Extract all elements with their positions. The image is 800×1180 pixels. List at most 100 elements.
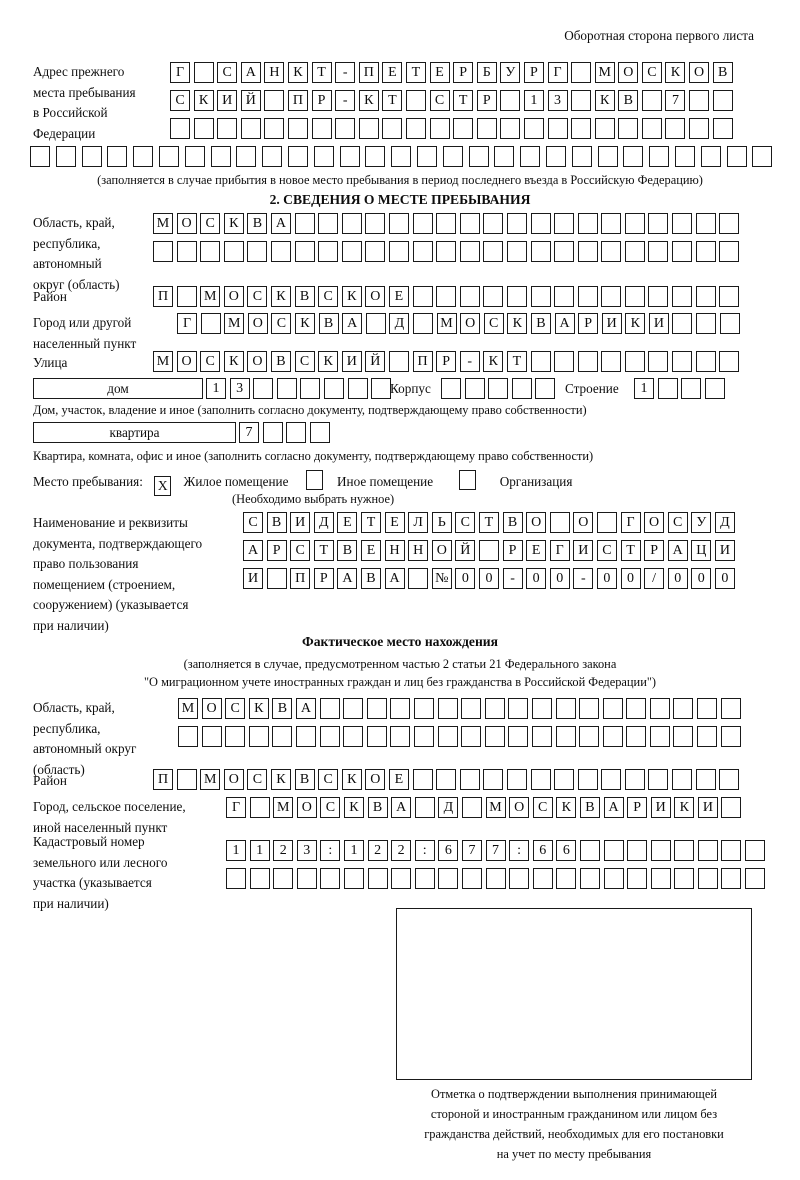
char-cell[interactable]: С bbox=[290, 540, 311, 561]
char-cell[interactable] bbox=[650, 840, 671, 861]
char-cell[interactable] bbox=[509, 868, 530, 889]
char-cell[interactable]: : bbox=[414, 840, 435, 861]
char-cell[interactable] bbox=[388, 351, 409, 372]
char-cell[interactable]: Р bbox=[523, 62, 544, 83]
char-cell[interactable]: Т bbox=[382, 90, 403, 111]
char-cell[interactable] bbox=[311, 118, 332, 139]
char-cell[interactable] bbox=[367, 868, 388, 889]
char-cell[interactable]: О bbox=[365, 769, 386, 790]
char-cell[interactable] bbox=[577, 213, 598, 234]
char-cell[interactable] bbox=[719, 241, 740, 262]
char-cell[interactable]: 3 bbox=[547, 90, 568, 111]
char-cell[interactable] bbox=[184, 146, 205, 167]
prev-address-row-4[interactable] bbox=[30, 146, 778, 167]
char-cell[interactable]: Е bbox=[360, 540, 381, 561]
char-cell[interactable]: А bbox=[240, 62, 261, 83]
flat-number-row[interactable]: 7 bbox=[239, 422, 330, 443]
char-cell[interactable] bbox=[264, 90, 285, 111]
char-cell[interactable]: Т bbox=[311, 62, 332, 83]
char-cell[interactable] bbox=[294, 241, 315, 262]
char-cell[interactable]: О bbox=[223, 286, 244, 307]
char-cell[interactable] bbox=[530, 241, 551, 262]
char-cell[interactable]: О bbox=[247, 313, 268, 334]
char-cell[interactable] bbox=[358, 118, 379, 139]
stamp-box[interactable] bbox=[396, 908, 752, 1080]
char-cell[interactable] bbox=[721, 868, 742, 889]
char-cell[interactable]: У bbox=[500, 62, 521, 83]
char-cell[interactable] bbox=[262, 146, 283, 167]
char-cell[interactable] bbox=[253, 378, 274, 399]
char-cell[interactable] bbox=[453, 118, 474, 139]
char-cell[interactable]: 1 bbox=[206, 378, 226, 399]
char-cell[interactable] bbox=[287, 146, 308, 167]
char-cell[interactable]: Р bbox=[476, 90, 497, 111]
char-cell[interactable] bbox=[531, 698, 552, 719]
char-cell[interactable]: А bbox=[243, 540, 263, 561]
char-cell[interactable]: 6 bbox=[438, 840, 459, 861]
char-cell[interactable] bbox=[719, 351, 740, 372]
char-cell[interactable] bbox=[554, 241, 575, 262]
char-cell[interactable] bbox=[388, 213, 409, 234]
char-cell[interactable] bbox=[500, 90, 521, 111]
char-cell[interactable] bbox=[412, 241, 433, 262]
char-cell[interactable]: К bbox=[294, 313, 315, 334]
char-cell[interactable] bbox=[596, 512, 617, 533]
char-cell[interactable]: Е bbox=[429, 62, 450, 83]
char-cell[interactable] bbox=[641, 90, 662, 111]
char-cell[interactable] bbox=[672, 351, 693, 372]
char-cell[interactable]: П bbox=[153, 286, 173, 307]
char-cell[interactable]: 0 bbox=[478, 568, 499, 589]
char-cell[interactable] bbox=[309, 422, 330, 443]
char-cell[interactable] bbox=[30, 146, 50, 167]
char-cell[interactable] bbox=[193, 62, 214, 83]
char-cell[interactable] bbox=[657, 378, 678, 399]
char-cell[interactable] bbox=[287, 118, 308, 139]
char-cell[interactable] bbox=[429, 118, 450, 139]
char-cell[interactable] bbox=[437, 726, 458, 747]
char-cell[interactable] bbox=[341, 241, 362, 262]
char-cell[interactable] bbox=[601, 286, 622, 307]
char-cell[interactable]: Л bbox=[408, 512, 429, 533]
char-cell[interactable] bbox=[300, 378, 321, 399]
char-cell[interactable] bbox=[468, 146, 489, 167]
char-cell[interactable] bbox=[623, 146, 644, 167]
char-cell[interactable]: С bbox=[243, 512, 263, 533]
char-cell[interactable]: 7 bbox=[461, 840, 482, 861]
char-cell[interactable] bbox=[343, 698, 364, 719]
char-cell[interactable] bbox=[318, 241, 339, 262]
char-cell[interactable]: 7 bbox=[239, 422, 259, 443]
char-cell[interactable] bbox=[483, 286, 504, 307]
char-cell[interactable] bbox=[193, 118, 214, 139]
char-cell[interactable] bbox=[532, 868, 553, 889]
char-cell[interactable]: К bbox=[223, 213, 244, 234]
char-cell[interactable]: С bbox=[271, 313, 292, 334]
char-cell[interactable] bbox=[579, 840, 600, 861]
char-cell[interactable] bbox=[391, 146, 412, 167]
char-cell[interactable] bbox=[506, 769, 527, 790]
char-cell[interactable]: С bbox=[200, 213, 221, 234]
char-cell[interactable]: К bbox=[341, 769, 362, 790]
char-cell[interactable] bbox=[674, 868, 695, 889]
char-cell[interactable] bbox=[405, 90, 426, 111]
char-cell[interactable] bbox=[323, 378, 344, 399]
char-cell[interactable]: 0 bbox=[691, 568, 712, 589]
char-cell[interactable]: И bbox=[217, 90, 238, 111]
char-cell[interactable]: Т bbox=[360, 512, 381, 533]
char-cell[interactable] bbox=[672, 769, 693, 790]
char-cell[interactable] bbox=[225, 726, 246, 747]
char-cell[interactable] bbox=[719, 313, 740, 334]
char-cell[interactable] bbox=[264, 118, 285, 139]
char-cell[interactable]: Д bbox=[438, 797, 459, 818]
char-cell[interactable]: 0 bbox=[596, 568, 617, 589]
char-cell[interactable]: С bbox=[318, 286, 339, 307]
char-cell[interactable] bbox=[461, 726, 482, 747]
char-cell[interactable]: Е bbox=[382, 62, 403, 83]
char-cell[interactable]: В bbox=[337, 540, 358, 561]
char-cell[interactable] bbox=[672, 286, 693, 307]
char-cell[interactable]: О bbox=[431, 540, 452, 561]
char-cell[interactable]: С bbox=[641, 62, 662, 83]
char-cell[interactable]: К bbox=[270, 286, 291, 307]
char-cell[interactable] bbox=[695, 351, 716, 372]
char-cell[interactable]: К bbox=[318, 351, 339, 372]
